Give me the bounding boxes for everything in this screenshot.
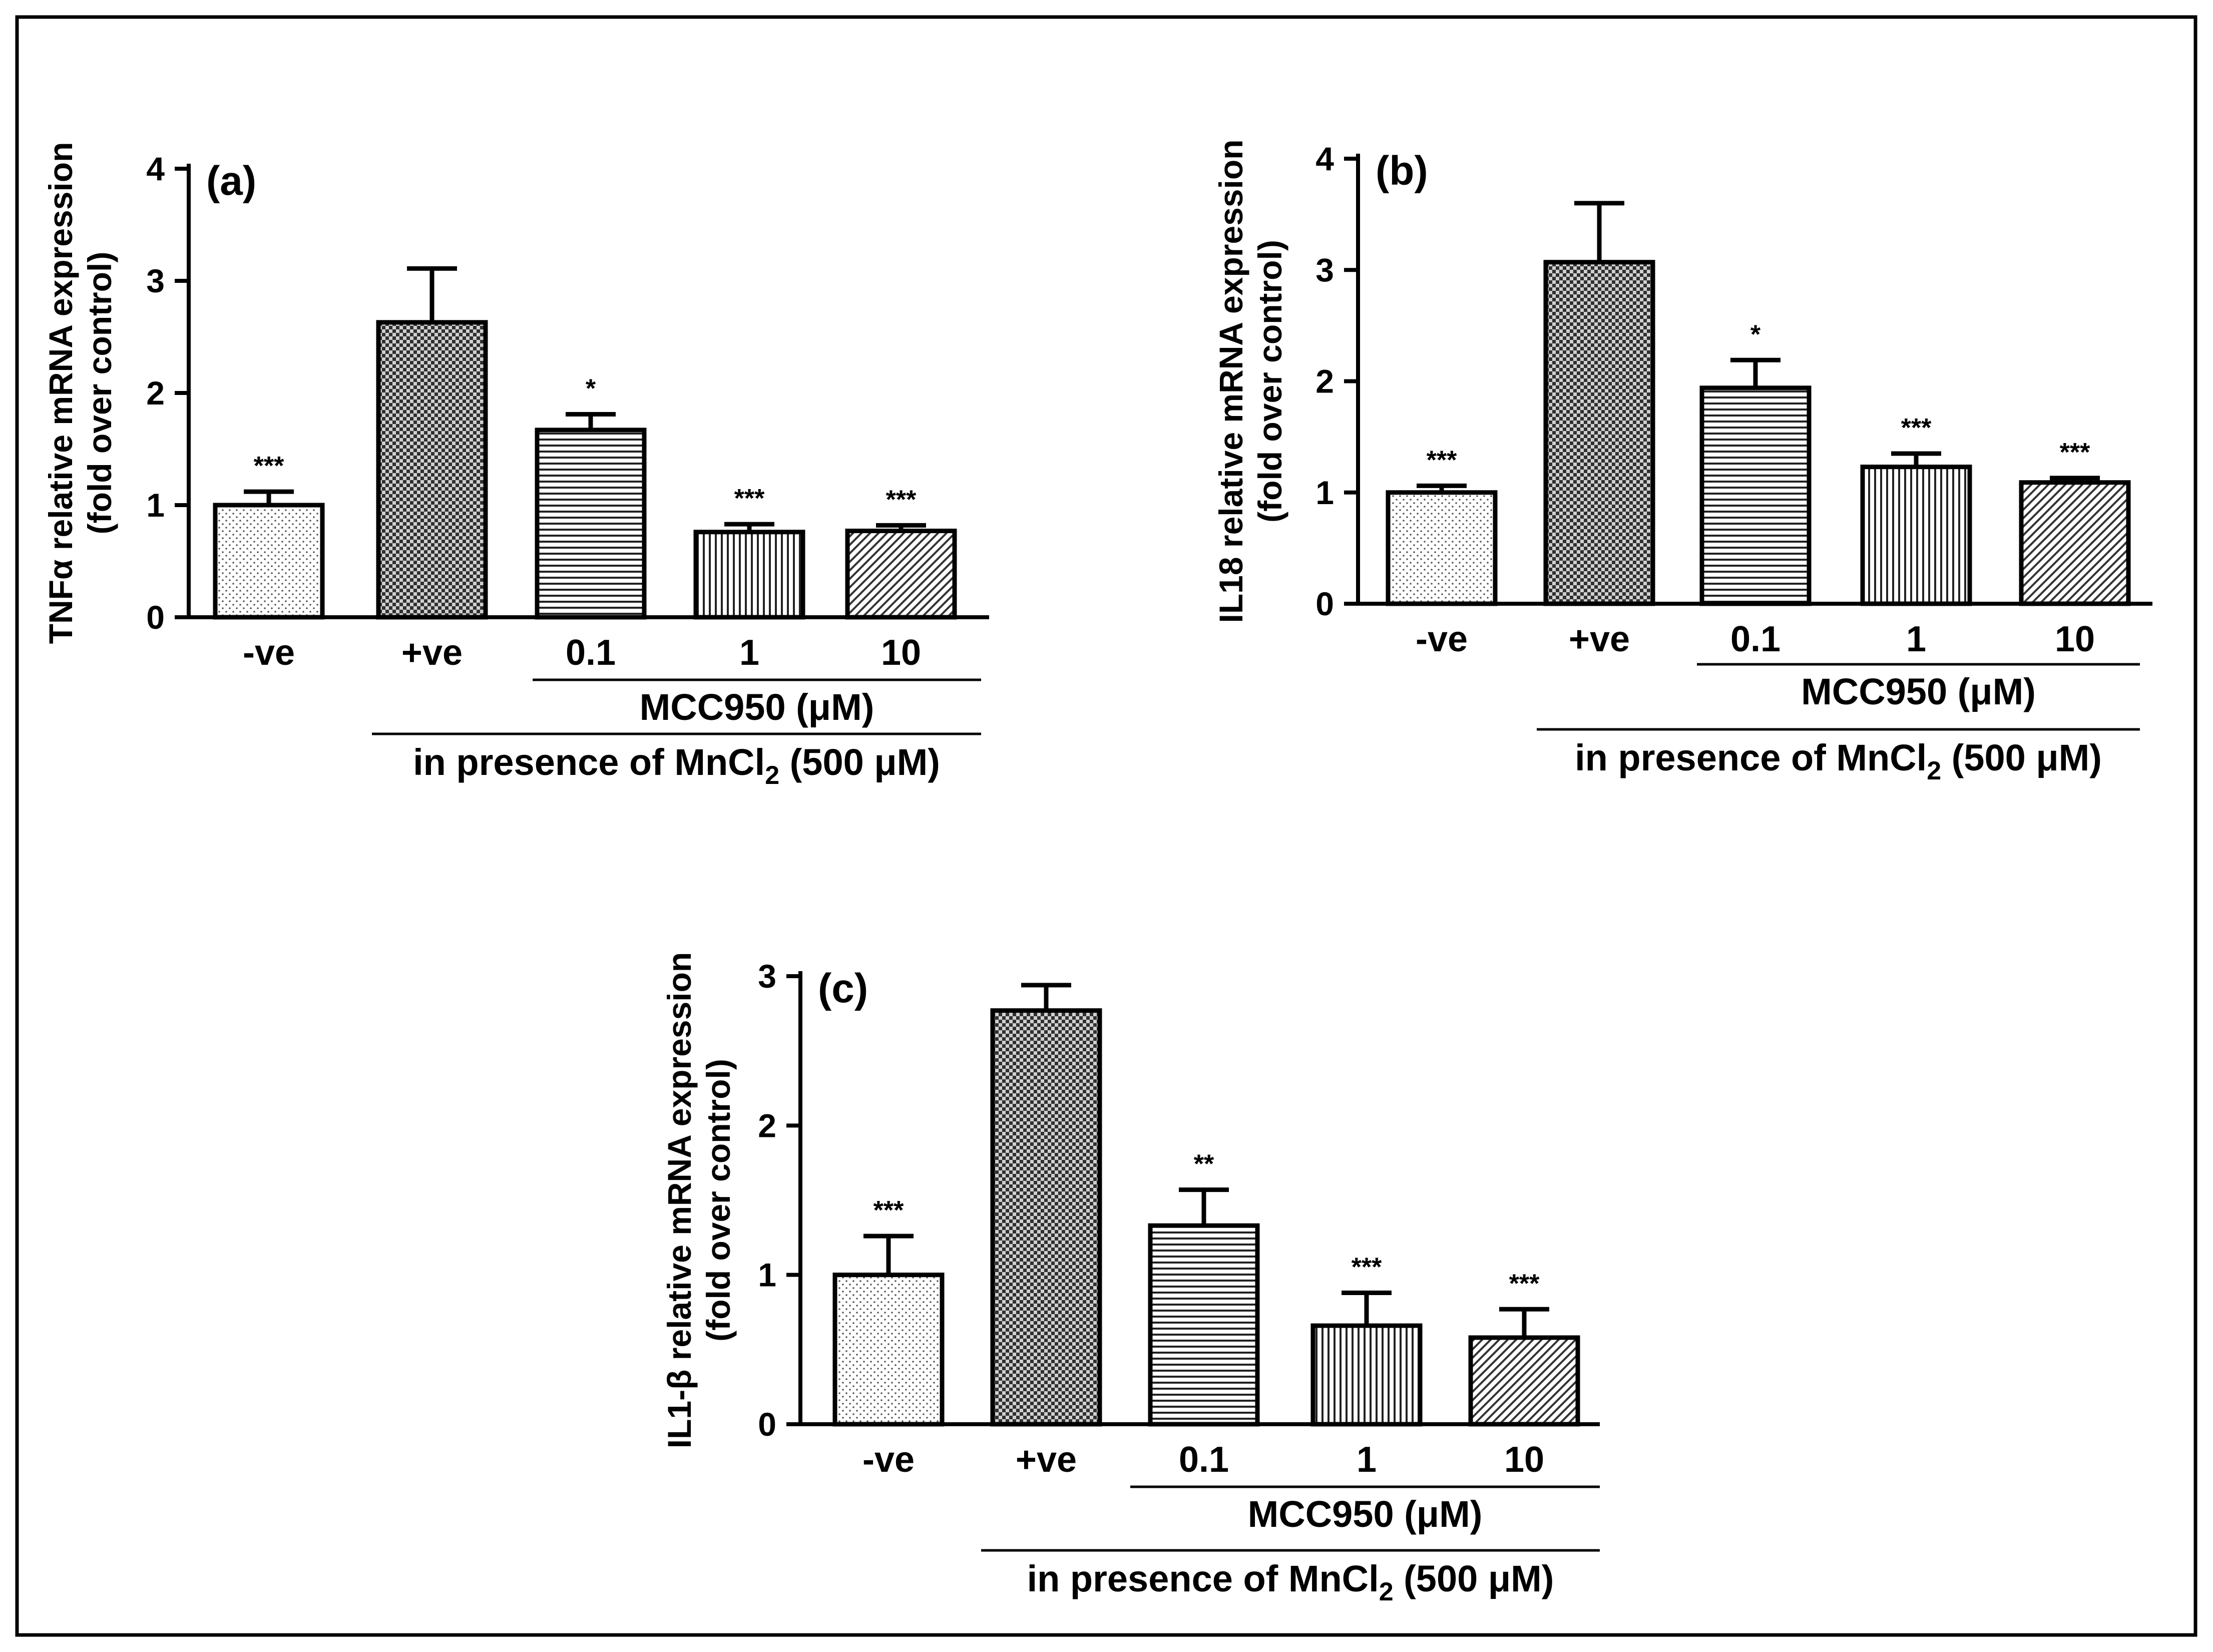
bar [1543, 260, 1655, 606]
significance-label: *** [1509, 1269, 1540, 1298]
x-category-label: 1 [1906, 619, 1926, 659]
group-label-mcc950: MCC950 (μM) [1248, 1493, 1483, 1535]
significance-label: *** [1901, 414, 1932, 443]
panel-label: (a) [206, 158, 256, 204]
significance-label: *** [1352, 1253, 1382, 1282]
x-category-label: 10 [2055, 619, 2095, 659]
bar [376, 320, 488, 620]
significance-label: ** [1194, 1150, 1214, 1179]
y-axis-label-secondary: (fold over control) [700, 1059, 737, 1342]
x-category-label: 1 [739, 633, 759, 673]
x-category-label: 10 [881, 633, 921, 673]
significance-label: * [586, 374, 596, 403]
significance-label: *** [254, 452, 284, 481]
x-category-label: 0.1 [1730, 619, 1781, 659]
panel-label: (c) [818, 966, 868, 1011]
y-tick-label: 3 [758, 958, 776, 995]
chart-panel: 0 1 2 3 4 IL18 relative mRNA expression (fold … [1212, 140, 2152, 785]
x-category-label: +ve [401, 633, 463, 673]
y-tick-label: 1 [1315, 474, 1334, 511]
group-label-mncl2: in presence of MnCl2 (500 μM) [413, 741, 940, 790]
x-category-label: +ve [1016, 1440, 1077, 1480]
bar [845, 529, 957, 620]
significance-label: *** [886, 485, 917, 514]
y-tick-label: 1 [758, 1257, 776, 1294]
chart-panel: 0 1 2 3 4 TNFα relative mRNA expression (fold … [42, 142, 989, 790]
bar [693, 530, 805, 620]
y-axis-label-secondary: (fold over control) [1251, 240, 1288, 523]
y-axis-label: TNFα relative mRNA expression [42, 142, 79, 644]
y-tick-label: 4 [146, 150, 165, 187]
y-tick-label: 0 [146, 599, 165, 636]
x-category-label: -ve [1416, 619, 1468, 659]
bar [1148, 1223, 1260, 1427]
significance-label: *** [1427, 446, 1457, 475]
bar [990, 1008, 1102, 1427]
bar [1468, 1335, 1580, 1427]
y-tick-label: 2 [758, 1107, 776, 1144]
x-category-label: -ve [862, 1440, 915, 1480]
chart-panel: 0 1 2 3 IL1-β relative mRNA expression (fold … [661, 952, 1600, 1606]
group-label-mncl2: in presence of MnCl2 (500 μM) [1027, 1558, 1554, 1606]
bar [1386, 490, 1498, 606]
y-tick-label: 3 [1315, 251, 1334, 288]
panel-label: (b) [1376, 148, 1428, 194]
group-label-mcc950: MCC950 (μM) [640, 686, 874, 728]
bar [2019, 480, 2131, 606]
bar [1860, 465, 1972, 606]
bar [832, 1273, 945, 1427]
x-category-label: +ve [1569, 619, 1630, 659]
y-tick-label: 0 [1315, 585, 1334, 622]
bar [1310, 1323, 1423, 1427]
group-label-mcc950: MCC950 (μM) [1801, 671, 2036, 712]
x-category-label: 0.1 [566, 633, 616, 673]
y-axis-label: IL18 relative mRNA expression [1212, 140, 1249, 623]
significance-label: * [1750, 320, 1761, 349]
y-tick-label: 1 [146, 487, 165, 524]
figure-frame [15, 15, 2197, 1637]
x-category-label: 1 [1357, 1440, 1377, 1480]
bar [1699, 385, 1812, 606]
significance-label: *** [2060, 438, 2090, 467]
x-category-label: 0.1 [1179, 1440, 1229, 1480]
significance-label: *** [873, 1196, 904, 1225]
group-label-mncl2: in presence of MnCl2 (500 μM) [1575, 737, 2102, 785]
y-axis-label-secondary: (fold over control) [81, 252, 118, 535]
y-tick-label: 2 [1315, 363, 1334, 400]
y-tick-label: 4 [1315, 140, 1334, 177]
x-category-label: -ve [243, 633, 295, 673]
y-tick-label: 0 [758, 1406, 776, 1443]
bar [535, 428, 647, 620]
bar [213, 503, 325, 620]
y-tick-label: 3 [146, 262, 165, 299]
y-tick-label: 2 [146, 374, 165, 411]
significance-label: *** [734, 484, 765, 513]
y-axis-label: IL1-β relative mRNA expression [661, 952, 698, 1449]
x-category-label: 10 [1504, 1440, 1544, 1480]
